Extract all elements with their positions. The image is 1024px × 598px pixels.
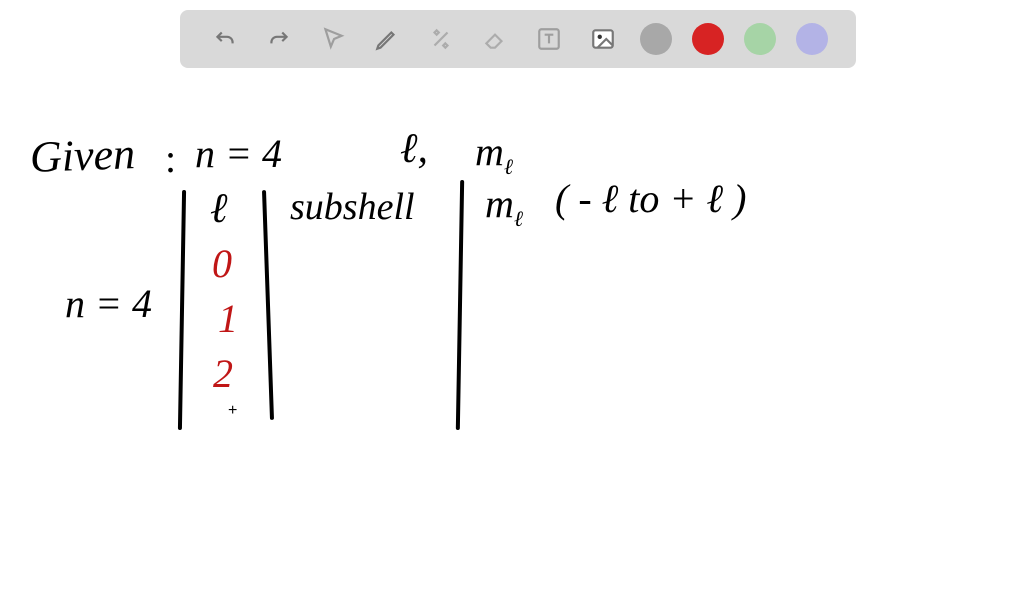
text-l-top: ℓ, [400, 125, 428, 173]
value-l2: 2 [213, 350, 233, 397]
header-ml: mℓ [485, 180, 523, 232]
column-divider-3 [456, 180, 464, 430]
column-divider-2 [262, 190, 274, 420]
text-n-eq-4-top: n = 4 [195, 130, 282, 177]
text-n-eq-4-left: n = 4 [65, 280, 152, 327]
header-subshell: subshell [290, 185, 415, 229]
pointer-tool-button[interactable] [316, 22, 350, 56]
column-divider-1 [178, 190, 186, 430]
color-red[interactable] [692, 23, 724, 55]
redo-button[interactable] [262, 22, 296, 56]
header-ml-m: m [485, 181, 514, 226]
value-l0: 0 [212, 240, 232, 287]
color-purple[interactable] [796, 23, 828, 55]
whiteboard-canvas[interactable]: Given : n = 4 ℓ, mℓ ℓ subshell mℓ ( - ℓ … [0, 80, 1024, 598]
color-green[interactable] [744, 23, 776, 55]
text-tool-button[interactable] [532, 22, 566, 56]
text-given: Given [29, 128, 136, 183]
text-ml-top-sub: ℓ [504, 154, 513, 179]
pen-tool-button[interactable] [370, 22, 404, 56]
cursor-crosshair: + [228, 402, 237, 420]
header-ml-sub: ℓ [514, 206, 523, 231]
text-ml-top: mℓ [475, 128, 513, 180]
text-ml-top-m: m [475, 129, 504, 174]
undo-button[interactable] [208, 22, 242, 56]
header-l: ℓ [210, 185, 228, 233]
value-l1: 1 [218, 295, 238, 342]
header-ml-range: ( - ℓ to + ℓ ) [555, 175, 746, 222]
drawing-toolbar [180, 10, 856, 68]
text-colon: : [165, 135, 176, 182]
eraser-tool-button[interactable] [478, 22, 512, 56]
image-tool-button[interactable] [586, 22, 620, 56]
tools-button[interactable] [424, 22, 458, 56]
color-grey[interactable] [640, 23, 672, 55]
